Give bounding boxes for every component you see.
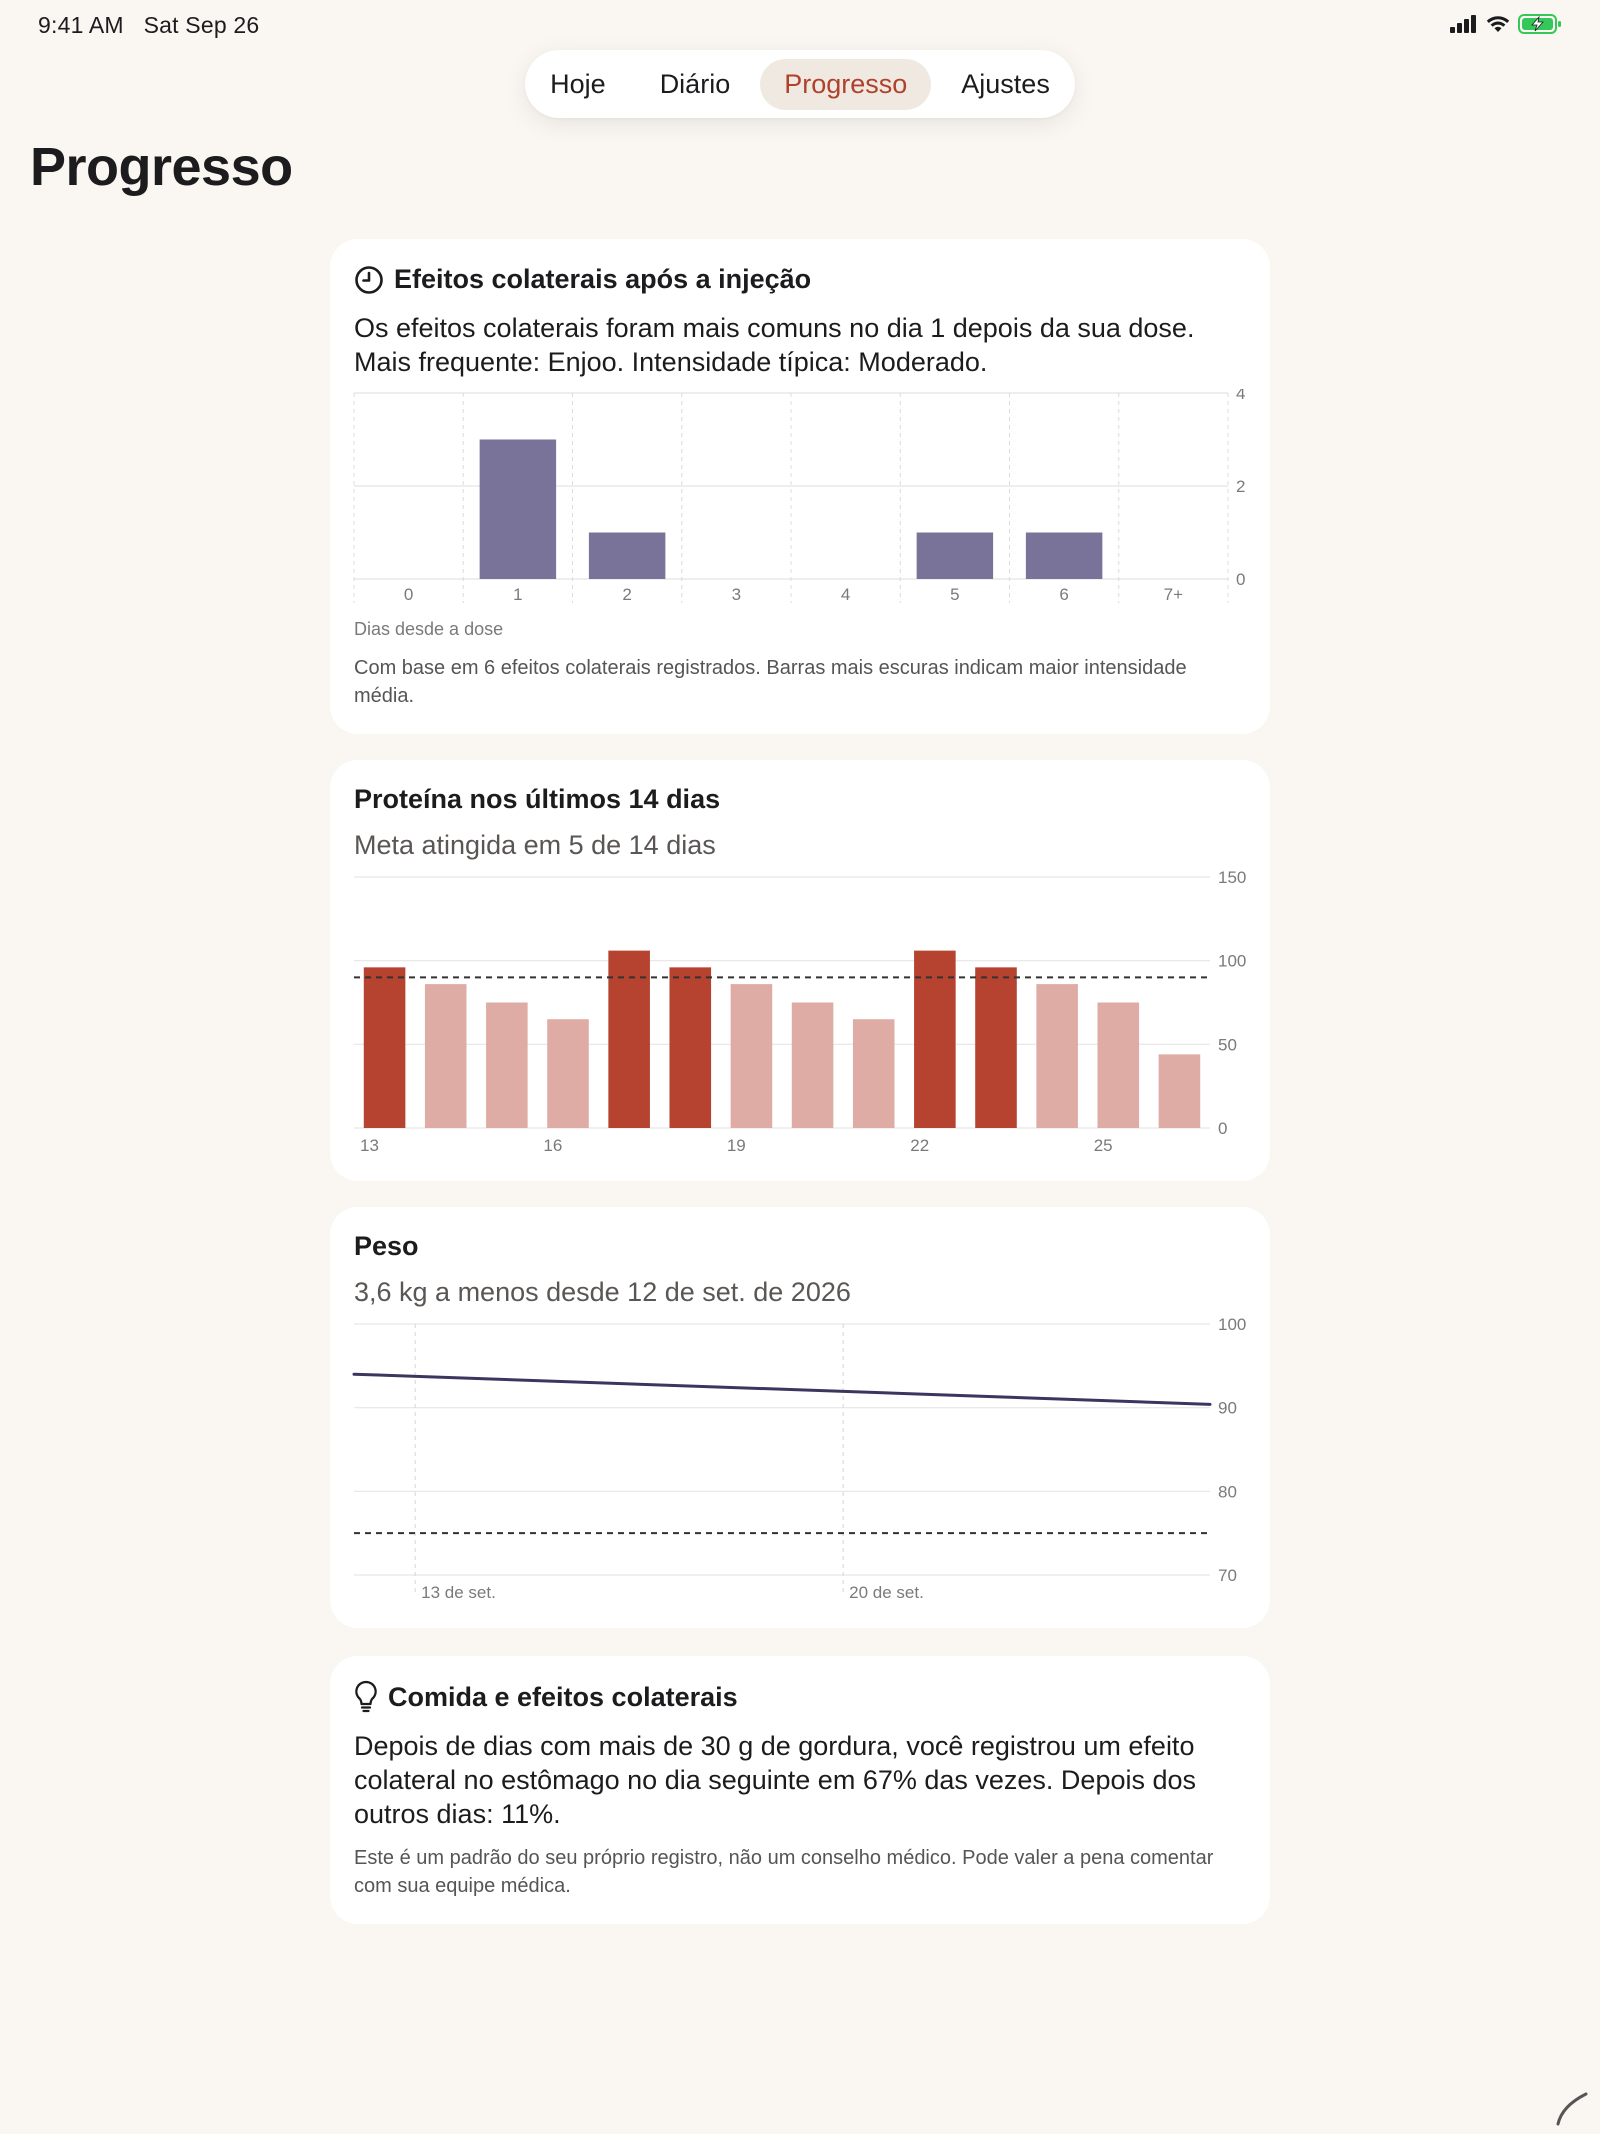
y-tick-label: 90: [1218, 1399, 1237, 1418]
protein-subtitle: Meta atingida em 5 de 14 dias: [354, 830, 716, 860]
food-body: Depois de dias com mais de 30 g de gordu…: [354, 1731, 1197, 1829]
page-title: Progresso: [30, 137, 293, 197]
side-effects-card: Efeitos colaterais após a injeção Os efe…: [330, 239, 1270, 734]
food-header: Comida e efeitos colaterais: [354, 1680, 738, 1714]
protein-title: Proteína nos últimos 14 dias: [354, 784, 721, 814]
bar: [852, 1019, 895, 1128]
bar: [547, 1019, 589, 1128]
wifi-icon: [1486, 16, 1510, 32]
x-tick-label: 3: [732, 585, 741, 604]
weight-subtitle: 3,6 kg a menos desde 12 de set. de 2026: [354, 1277, 851, 1307]
bar: [608, 950, 650, 1128]
side-effects-header: Efeitos colaterais após a injeção: [354, 264, 811, 295]
tab-ajustes[interactable]: Ajustes: [961, 68, 1050, 99]
x-tick-label: 2: [622, 585, 631, 604]
weight-line: [352, 1372, 1212, 1406]
y-tick-label: 80: [1218, 1482, 1237, 1501]
x-tick-label: 4: [841, 585, 850, 604]
bar: [1036, 984, 1078, 1128]
weight-title: Peso: [354, 1231, 419, 1261]
y-tick-label: 100: [1218, 1317, 1246, 1334]
clock-icon: [355, 265, 383, 294]
signal-icon: [1450, 15, 1476, 33]
y-tick-label: 70: [1218, 1566, 1237, 1585]
status-icons: [1450, 14, 1562, 34]
weight-card: Peso 3,6 kg a menos desde 12 de set. de …: [330, 1207, 1270, 1628]
y-tick-label: 0: [1218, 1119, 1227, 1138]
tab-progresso[interactable]: Progresso: [760, 58, 932, 110]
protein-card: Proteína nos últimos 14 dias Meta atingi…: [330, 760, 1270, 1181]
bar: [975, 967, 1017, 1128]
tab-diario[interactable]: Diário: [659, 68, 731, 99]
x-tick-label: 5: [950, 585, 959, 604]
bar: [1158, 1054, 1201, 1128]
bar: [424, 984, 467, 1128]
bar: [916, 532, 994, 579]
side-effects-axis-caption: Dias desde a dose: [354, 619, 504, 639]
y-tick-label: 4: [1236, 389, 1245, 403]
x-tick-label: 13: [360, 1136, 379, 1155]
y-tick-label: 2: [1236, 477, 1245, 496]
x-tick-label: 16: [543, 1136, 562, 1155]
tab-bar: Hoje Diário Progresso Ajustes: [525, 50, 1075, 118]
bar: [588, 532, 666, 579]
x-tick-label: 7+: [1164, 585, 1183, 604]
bar: [669, 967, 712, 1128]
y-tick-label: 0: [1236, 570, 1245, 589]
side-effects-title: Efeitos colaterais após a injeção: [394, 264, 812, 294]
x-tick-label: 6: [1059, 585, 1068, 604]
status-time: 9:41 AM Sat Sep 26: [38, 12, 259, 39]
side-effects-summary: Os efeitos colaterais foram mais comuns …: [354, 313, 1195, 377]
status-clock: 9:41 AM: [38, 12, 124, 38]
y-tick-label: 150: [1218, 870, 1246, 887]
protein-chart: 0 50 100 150 13 16 19 22 25: [354, 870, 1246, 1155]
weight-header: Peso: [354, 1231, 419, 1262]
lightbulb-icon: [355, 1680, 377, 1713]
x-tick-label: 25: [1094, 1136, 1113, 1155]
x-tick-label: 19: [727, 1136, 746, 1155]
food-title: Comida e efeitos colaterais: [388, 1681, 738, 1712]
bar: [914, 950, 956, 1128]
bar: [479, 439, 557, 579]
y-tick-label: 100: [1218, 952, 1246, 971]
x-tick-label: 13 de set.: [421, 1583, 496, 1602]
status-bar: 9:41 AM Sat Sep 26: [0, 0, 1600, 50]
side-effects-chart: 0 2 4 0 1 2 3 4 5 6 7+: [353, 389, 1245, 604]
weight-chart: 70 80 90 100 13 de set. 20 de set.: [352, 1317, 1246, 1602]
food-card: Comida e efeitos colaterais Depois de di…: [330, 1656, 1270, 1924]
food-note: Este é um padrão do seu próprio registro…: [354, 1847, 1214, 1897]
bar: [486, 1002, 528, 1128]
scroll-grabber-icon: [1556, 2092, 1588, 2126]
side-effects-footnote: Com base em 6 efeitos colaterais registr…: [354, 657, 1187, 707]
status-date: Sat Sep 26: [143, 12, 260, 38]
battery-charging-icon: [1518, 14, 1561, 34]
bar: [791, 1002, 834, 1128]
protein-header: Proteína nos últimos 14 dias: [354, 784, 720, 815]
x-tick-label: 0: [404, 585, 413, 604]
bar: [730, 984, 773, 1128]
y-tick-label: 50: [1218, 1035, 1237, 1054]
x-tick-label: 22: [910, 1136, 929, 1155]
tab-hoje[interactable]: Hoje: [550, 68, 606, 99]
bar: [363, 967, 406, 1128]
x-tick-label: 1: [513, 585, 522, 604]
x-tick-label: 20 de set.: [849, 1583, 924, 1602]
bar: [1097, 1002, 1140, 1128]
bar: [1025, 532, 1103, 579]
